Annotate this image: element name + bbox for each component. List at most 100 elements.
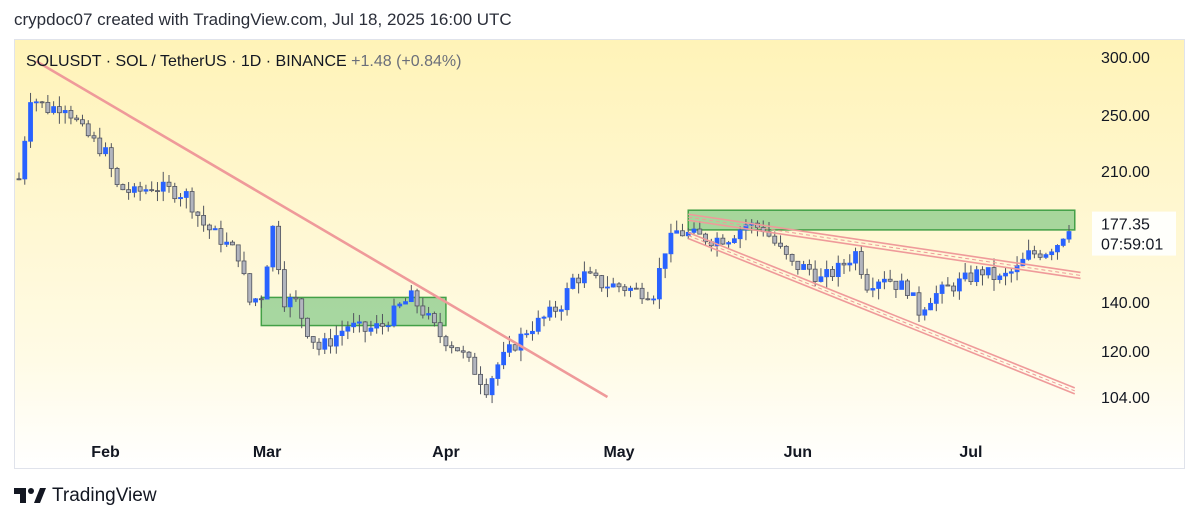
candle: [662, 253, 668, 279]
candle-body: [564, 288, 570, 311]
candle-body: [39, 101, 45, 104]
candle-body: [258, 298, 264, 301]
candle-body: [356, 321, 362, 324]
candle: [668, 223, 674, 263]
candle: [910, 292, 916, 296]
descending-trendline: [35, 60, 609, 399]
last-price-tag: 177.35 07:59:01: [1092, 211, 1176, 256]
candle: [241, 251, 247, 276]
candle-body: [991, 267, 997, 280]
candle-body: [668, 232, 674, 255]
candle: [991, 258, 997, 291]
candle: [945, 277, 951, 287]
price-axis: 300.00 250.00 210.00 140.00 120.00 104.00: [1101, 50, 1150, 407]
candle: [224, 232, 230, 247]
candle-body: [56, 106, 62, 114]
chart-pane[interactable]: [14, 39, 1185, 469]
candle-body: [397, 303, 403, 307]
candle: [478, 366, 483, 395]
candle-body: [893, 280, 899, 290]
candle: [281, 261, 287, 312]
candle-body: [985, 267, 991, 276]
candle: [466, 351, 472, 362]
candle: [916, 286, 922, 323]
candle-body: [270, 225, 276, 268]
candle-body: [818, 276, 824, 282]
candle: [933, 285, 939, 312]
candle-body: [68, 110, 74, 119]
candle-body: [426, 313, 432, 316]
candle: [547, 300, 553, 321]
candle: [368, 320, 374, 336]
candle-body: [166, 181, 172, 187]
candle-body: [62, 110, 68, 114]
candle: [939, 281, 945, 304]
wedge-upper: [688, 213, 1081, 280]
candle-body: [778, 242, 783, 247]
candle-body: [16, 178, 22, 181]
candle: [253, 298, 258, 307]
candle-body: [287, 296, 293, 308]
candle: [599, 275, 605, 292]
candle: [28, 92, 33, 148]
candle-body: [443, 336, 449, 347]
candle: [974, 265, 980, 287]
candle-body: [1020, 258, 1026, 266]
candle-body: [622, 286, 628, 291]
candle: [887, 269, 893, 283]
candle-body: [1026, 250, 1032, 260]
candle-body: [720, 237, 726, 245]
candle-body: [997, 275, 1003, 280]
wedge-upper-edge-bottom: [688, 219, 1081, 280]
candle-body: [783, 245, 789, 255]
candle: [160, 171, 166, 202]
time-tick-label: May: [603, 444, 634, 461]
candle-body: [28, 102, 33, 142]
candle: [80, 114, 85, 127]
candle-body: [864, 274, 870, 291]
candle-body: [22, 140, 28, 180]
candle-body: [310, 336, 316, 343]
resistance-zone-may-jul[interactable]: [687, 209, 1076, 231]
candle: [951, 282, 957, 297]
candle: [212, 225, 218, 231]
candle: [420, 297, 426, 319]
wedge-upper-center: [688, 216, 1081, 276]
candle: [385, 321, 391, 332]
candle: [431, 311, 437, 327]
price-tick-label: 250.00: [1101, 108, 1150, 125]
candle: [645, 291, 651, 301]
candle-body: [114, 168, 120, 185]
candle-body: [149, 189, 155, 192]
candle: [985, 267, 991, 279]
candle: [1043, 252, 1049, 260]
candle-body: [726, 242, 732, 245]
candle: [230, 240, 235, 246]
candle: [1003, 266, 1008, 286]
candle-body: [316, 341, 322, 350]
candle-body: [131, 186, 137, 193]
candle: [114, 166, 120, 188]
candle-body: [247, 273, 253, 303]
candle: [847, 254, 853, 272]
candle: [541, 315, 547, 327]
candle-body: [1060, 238, 1066, 246]
candle: [795, 260, 801, 275]
candle: [483, 378, 489, 398]
candle: [397, 302, 403, 309]
candle-body: [91, 135, 97, 139]
candle-body: [368, 327, 374, 332]
candle: [616, 282, 622, 293]
candle: [564, 282, 570, 316]
candle-body: [472, 356, 478, 375]
candle: [16, 172, 22, 181]
candle: [628, 285, 633, 298]
candle: [316, 338, 322, 356]
candle: [322, 332, 328, 354]
candle: [45, 94, 51, 115]
candle-body: [126, 189, 132, 193]
candle-body: [853, 251, 858, 264]
candle-body: [599, 275, 605, 289]
attribution-text: crypdoc07 created with TradingView.com, …: [14, 10, 512, 29]
